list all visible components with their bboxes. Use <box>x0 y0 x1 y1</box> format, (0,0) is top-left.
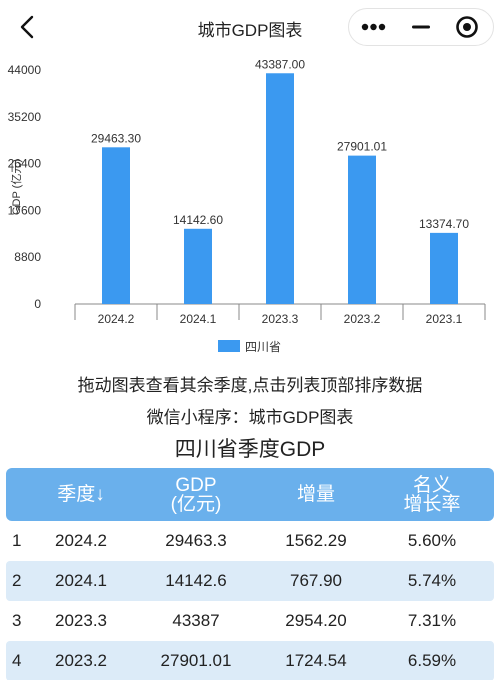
legend-swatch <box>218 340 240 352</box>
bar-value-label: 29463.30 <box>91 131 141 145</box>
row-increase: 2954.20 <box>285 611 347 630</box>
legend-item-sichuan[interactable]: 四川省 <box>218 338 281 354</box>
bar-2024.2 <box>102 147 130 304</box>
row-gdp: 43387 <box>172 611 220 630</box>
row-index: 2 <box>12 571 22 590</box>
x-tick-label: 2023.2 <box>344 312 381 326</box>
row-rate: 6.59% <box>407 651 457 670</box>
close-button[interactable] <box>445 9 493 45</box>
miniprogram-hint-text: 微信小程序：城市GDP图表 <box>146 408 354 427</box>
gdp-bar-chart[interactable]: GDP (亿元) 0 8800 17600 26400 35200 44000 29463.3… <box>0 54 500 364</box>
row-quarter: 2023.3 <box>55 611 107 630</box>
y-tick-label: 8800 <box>14 250 41 264</box>
row-increase: 767.90 <box>290 571 342 590</box>
bar-value-label: 43387.00 <box>255 57 305 71</box>
x-tick-label: 2024.1 <box>180 312 217 326</box>
row-index: 4 <box>12 651 22 670</box>
gdp-table: 季度↓ GDP (亿元) 增量 名义 增长率 1 2024.2 29463.3 … <box>6 468 494 680</box>
row-rate: 5.60% <box>407 531 457 550</box>
row-increase: 1562.29 <box>285 531 347 550</box>
x-tick-label: 2023.1 <box>426 312 463 326</box>
header-gdp-label: GDP <box>175 474 217 496</box>
header-rate-label-2: 增长率 <box>403 493 461 515</box>
bar-value-label: 27901.01 <box>337 140 387 154</box>
bar-2023.2 <box>348 155 376 304</box>
chart-canvas[interactable]: GDP (亿元) 0 8800 17600 26400 35200 44000 29463.3… <box>0 54 500 364</box>
minimize-button[interactable] <box>397 9 445 45</box>
table-title: 四川省季度GDP <box>174 438 326 461</box>
y-tick-label: 26400 <box>8 157 42 171</box>
header-gdp-sort[interactable]: GDP (亿元) <box>136 468 256 521</box>
header-gdp-unit: (亿元) <box>170 493 222 515</box>
bar-2024.1 <box>184 228 212 304</box>
mini-program-capsule <box>348 8 494 46</box>
target-close-icon <box>456 16 478 38</box>
row-quarter: 2024.1 <box>55 571 107 590</box>
bar-2023.3 <box>266 73 294 305</box>
more-button[interactable] <box>349 9 397 45</box>
y-tick-label: 0 <box>34 297 41 311</box>
y-axis-label: GDP (亿元) <box>10 159 23 215</box>
x-tick-label: 2024.2 <box>98 312 135 326</box>
y-tick-label: 17600 <box>8 203 42 217</box>
row-gdp: 29463.3 <box>165 531 227 550</box>
header-increase-sort[interactable]: 增量 <box>261 468 371 521</box>
page-title: 城市GDP图表 <box>197 21 303 40</box>
row-index: 3 <box>12 611 22 630</box>
x-tick-label: 2023.3 <box>262 312 299 326</box>
table-row[interactable]: 3 2023.3 43387 2954.20 7.31% <box>6 601 494 641</box>
header-quarter-sort[interactable]: 季度↓ <box>36 468 126 521</box>
row-quarter: 2024.2 <box>55 531 107 550</box>
header-quarter-label: 季度↓ <box>57 484 105 505</box>
back-button[interactable] <box>14 13 42 41</box>
chevron-left-icon <box>20 15 34 39</box>
row-index: 1 <box>12 531 22 550</box>
header-rate-label-1: 名义 <box>412 474 451 496</box>
row-rate: 7.31% <box>407 611 457 630</box>
legend-label: 四川省 <box>245 339 282 354</box>
row-gdp: 14142.6 <box>165 571 227 590</box>
row-quarter: 2023.2 <box>55 651 107 670</box>
drag-hint-text: 拖动图表查看其余季度,点击列表顶部排序数据 <box>77 376 423 395</box>
bar-value-label: 14142.60 <box>173 213 223 227</box>
table-row[interactable]: 2 2024.1 14142.6 767.90 5.74% <box>6 561 494 601</box>
y-tick-label: 35200 <box>8 110 42 124</box>
table-header: 季度↓ GDP (亿元) 增量 名义 增长率 <box>6 468 494 521</box>
table-row[interactable]: 1 2024.2 29463.3 1562.29 5.60% <box>6 521 494 561</box>
minimize-icon <box>412 25 430 29</box>
y-tick-label: 44000 <box>8 63 42 77</box>
header-rate-sort[interactable]: 名义 增长率 <box>376 468 488 521</box>
nav-bar: 城市GDP图表 <box>0 0 500 54</box>
bar-2023.1 <box>430 232 458 304</box>
table-row[interactable]: 4 2023.2 27901.01 1724.54 6.59% <box>6 641 494 680</box>
row-increase: 1724.54 <box>285 651 347 670</box>
table-body: 1 2024.2 29463.3 1562.29 5.60% 2 2024.1 … <box>6 521 494 680</box>
more-dots-icon <box>361 23 386 31</box>
header-increase-label: 增量 <box>296 484 335 505</box>
row-gdp: 27901.01 <box>160 651 232 670</box>
bar-value-label: 13374.70 <box>419 217 469 231</box>
row-rate: 5.74% <box>407 571 457 590</box>
